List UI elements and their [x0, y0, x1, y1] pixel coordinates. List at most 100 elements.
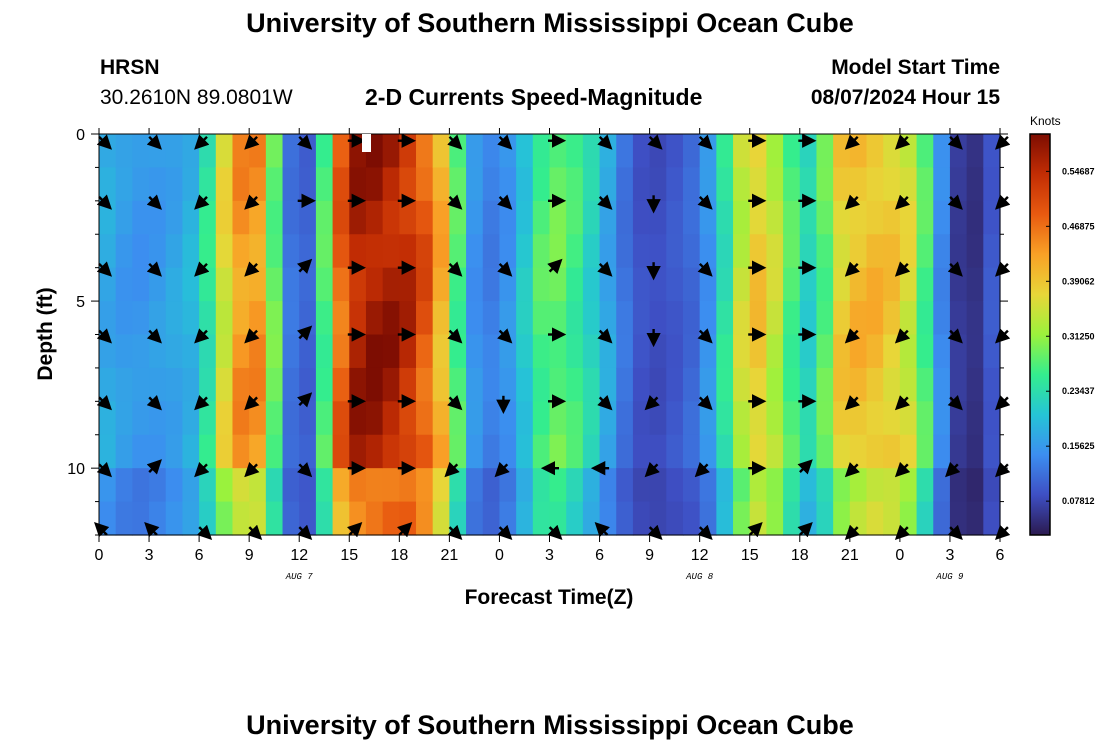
heatmap-cell [182, 234, 200, 269]
heatmap-cell [399, 367, 417, 402]
x-tick-label: 21 [440, 547, 458, 564]
heatmap-cell [365, 234, 384, 269]
heatmap-cell [416, 401, 434, 436]
heatmap-cell [482, 401, 501, 436]
heatmap-cell [966, 334, 984, 369]
heatmap-cell [449, 468, 467, 503]
heatmap-cell [899, 367, 918, 402]
heatmap-cell [966, 301, 984, 336]
heatmap-cell [315, 401, 334, 436]
heatmap-cell [632, 134, 651, 169]
current-vector [146, 459, 162, 475]
heatmap-cell [149, 468, 167, 503]
heatmap-cell [416, 468, 434, 503]
heatmap-cell [315, 434, 334, 469]
current-vector [947, 261, 963, 277]
heatmap-cell [499, 334, 517, 369]
heatmap-cell [315, 134, 334, 169]
heatmap-cell [249, 234, 267, 269]
heatmap-cell [249, 434, 267, 469]
heatmap-cell [899, 401, 918, 436]
heatmap-cell [899, 267, 918, 302]
heatmap-cell [249, 200, 267, 235]
heatmap-cell [249, 301, 267, 336]
x-tick-label: 21 [841, 547, 859, 564]
current-vector [296, 134, 313, 150]
heatmap-cell [466, 134, 484, 169]
heatmap-cell [933, 167, 951, 202]
current-vector [144, 521, 160, 538]
heatmap-cell [749, 434, 768, 469]
heatmap-cell [432, 200, 450, 235]
heatmap-cell [99, 334, 117, 369]
heatmap-cell [299, 367, 317, 402]
heatmap-cell [866, 301, 884, 336]
heatmap-cell [149, 367, 167, 402]
x-tick-label: 3 [545, 547, 554, 564]
chart-title: University of Southern Mississippi Ocean… [246, 8, 854, 38]
heatmap-cell [649, 301, 667, 336]
heatmap-cell [482, 501, 501, 536]
date-label: AUG 9 [935, 572, 964, 582]
heatmap-cell [983, 334, 1001, 369]
heatmap-cell [199, 267, 217, 302]
heatmap-cell [899, 134, 918, 169]
heatmap-cell [182, 267, 200, 302]
heatmap-cell [149, 200, 167, 235]
heatmap-cell [783, 301, 801, 336]
heatmap-cell [632, 301, 651, 336]
heatmap-cell [499, 167, 517, 202]
heatmap-cell [265, 434, 284, 469]
heatmap-cell [883, 267, 901, 302]
heatmap-cell [416, 501, 434, 536]
heatmap-cell [282, 267, 300, 302]
heatmap-cell [215, 301, 234, 336]
current-vector [844, 261, 861, 277]
current-vector [94, 522, 110, 538]
current-vector [194, 134, 210, 150]
heatmap-cell [582, 301, 601, 336]
heatmap-cell [416, 267, 434, 302]
heatmap-cell [666, 200, 684, 235]
heatmap-cell [849, 367, 868, 402]
heatmap-cell [566, 267, 584, 302]
heatmap-cell [983, 267, 1001, 302]
heatmap-cell [816, 501, 834, 536]
heatmap-cell [899, 334, 918, 369]
heatmap-cell [949, 267, 968, 302]
heatmap-cell [199, 468, 217, 503]
heatmap-cell [532, 200, 551, 235]
heatmap-cell [365, 167, 384, 202]
heatmap-cell [466, 267, 484, 302]
heatmap-cell [532, 367, 551, 402]
heatmap-cell [883, 401, 901, 436]
heatmap-cell [132, 167, 150, 202]
heatmap-cell [749, 267, 768, 302]
heatmap-cell [416, 134, 434, 169]
heatmap-cell [682, 434, 701, 469]
heatmap-cell [916, 334, 934, 369]
heatmap-cell [466, 234, 484, 269]
heatmap-cell [349, 200, 367, 235]
current-vector [647, 524, 663, 540]
heatmap-cell [265, 267, 284, 302]
heatmap-cell [899, 468, 918, 503]
heatmap-cell [632, 401, 651, 436]
heatmap-cell [332, 434, 350, 469]
heatmap-cell [949, 167, 968, 202]
heatmap-cell [516, 301, 534, 336]
current-vector [447, 134, 463, 150]
heatmap-cell [399, 301, 417, 336]
heatmap-cell [516, 401, 534, 436]
heatmap-cell [182, 501, 200, 536]
heatmap-cell [799, 501, 818, 536]
heatmap-cell [799, 200, 818, 235]
y-tick-label: 10 [67, 461, 85, 478]
heatmap-cell [799, 434, 818, 469]
heatmap-cell [282, 468, 300, 503]
heatmap-cell [983, 234, 1001, 269]
current-vector [844, 524, 861, 540]
heatmap-cell [499, 200, 517, 235]
heatmap-cell [566, 501, 584, 536]
heatmap-cell [766, 301, 784, 336]
